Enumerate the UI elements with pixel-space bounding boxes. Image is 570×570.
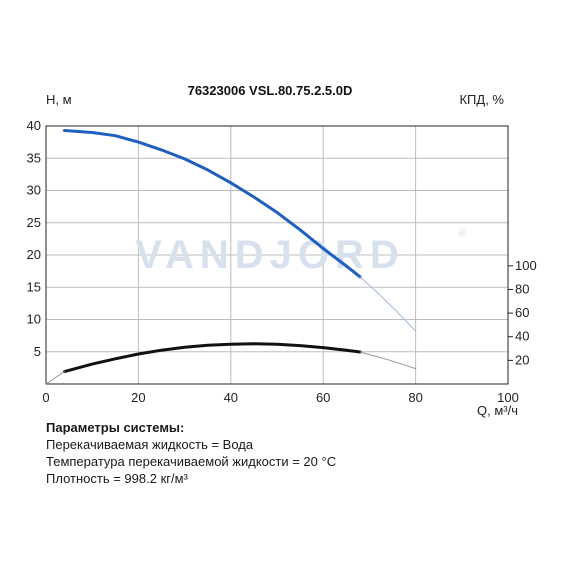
parameter-density: Плотность = 998.2 кг/м³ xyxy=(46,471,188,486)
y-right-tick-label: 20 xyxy=(515,352,529,367)
head-curve-extension xyxy=(359,276,417,332)
x-tick-label: 40 xyxy=(224,390,238,405)
system-parameters: Параметры системы: Перекачиваемая жидкос… xyxy=(46,419,336,487)
parameter-fluid: Перекачиваемая жидкость = Вода xyxy=(46,437,254,452)
x-tick-label: 100 xyxy=(497,390,519,405)
y-left-tick-label: 30 xyxy=(27,183,41,198)
y-left-axis-label: H, м xyxy=(46,92,72,107)
y-right-tick-label: 40 xyxy=(515,329,529,344)
x-tick-labels: 0 20 40 60 80 100 xyxy=(42,390,518,405)
y-right-tick-labels: 20 40 60 80 100 xyxy=(508,258,537,367)
y-right-tick-label: 100 xyxy=(515,258,537,273)
efficiency-curve-extension xyxy=(45,371,65,385)
parameter-temperature: Температура перекачиваемой жидкости = 20… xyxy=(46,454,337,469)
x-tick-label: 80 xyxy=(408,390,422,405)
plot-frame xyxy=(45,125,509,385)
chart-title: 76323006 VSL.80.75.2.5.0D xyxy=(188,83,353,98)
series-group xyxy=(45,129,417,385)
y-left-tick-label: 10 xyxy=(27,312,41,327)
y-right-tick-label: 60 xyxy=(515,305,529,320)
y-left-tick-label: 5 xyxy=(34,344,41,359)
y-left-tick-label: 40 xyxy=(27,118,41,133)
parameters-title: Параметры системы: xyxy=(46,420,185,435)
watermark-registered-mark: ® xyxy=(458,227,466,239)
x-tick-label: 20 xyxy=(131,390,145,405)
y-left-tick-labels: 5 10 15 20 25 30 35 40 xyxy=(27,118,41,359)
y-right-tick-label: 80 xyxy=(515,281,529,296)
pump-chart: VANDJORD ® 0 20 40 60 80 100 510152025303540 … xyxy=(27,83,537,418)
y-right-axis-label: КПД, % xyxy=(459,92,504,107)
efficiency-curve-extension xyxy=(359,351,417,370)
x-tick-label: 60 xyxy=(316,390,330,405)
y-left-tick-label: 25 xyxy=(27,215,41,230)
efficiency-curve xyxy=(63,342,362,374)
x-axis-label: Q, м³/ч xyxy=(477,403,518,418)
grid xyxy=(46,126,508,384)
y-left-tick-label: 15 xyxy=(27,279,41,294)
y-left-tick-label: 20 xyxy=(27,247,41,262)
head-curve xyxy=(63,129,362,279)
x-tick-label: 0 xyxy=(42,390,49,405)
y-left-tick-label: 35 xyxy=(27,150,41,165)
watermark-logo: VANDJORD xyxy=(135,233,405,277)
